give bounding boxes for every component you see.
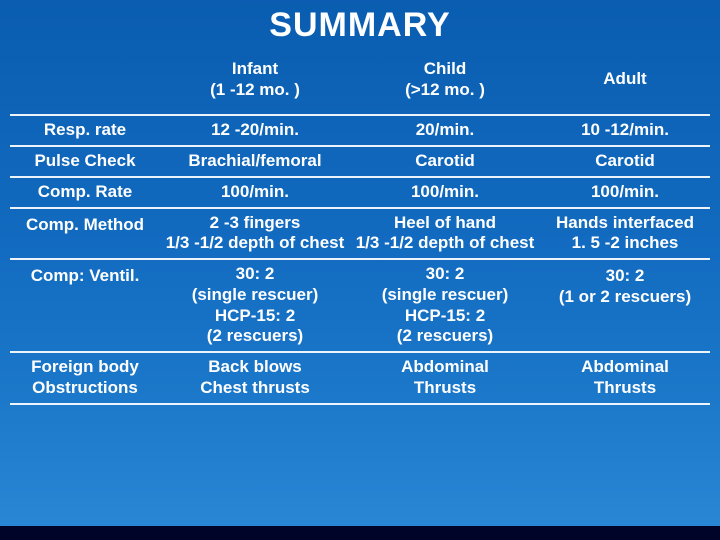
row-comp-rate: Comp. Rate 100/min. 100/min. 100/min.: [10, 177, 710, 208]
cell-cventil-adult: 30: 2 (1 or 2 rescuers): [540, 259, 710, 352]
cell-crate-adult: 100/min.: [540, 177, 710, 208]
cmethod-child-l2: 1/3 -1/2 depth of chest: [354, 233, 536, 254]
cmethod-infant-l2: 1/3 -1/2 depth of chest: [164, 233, 346, 254]
table-header-row: Infant (1 -12 mo. ) Child (>12 mo. ) Adu…: [10, 53, 710, 115]
cell-crate-child: 100/min.: [350, 177, 540, 208]
fbo-adult-l2: Thrusts: [544, 378, 706, 399]
cventil-infant-l2: (single rescuer): [164, 285, 346, 306]
header-child-l1: Child: [354, 59, 536, 80]
cventil-adult-l1: 30: 2: [544, 266, 706, 287]
cell-cmethod-adult: Hands interfaced 1. 5 -2 inches: [540, 208, 710, 259]
row-label-fbo: Foreign body Obstructions: [10, 352, 160, 403]
cell-resp-adult: 10 -12/min.: [540, 115, 710, 146]
bottom-bar: [0, 526, 720, 540]
row-label-cventil: Comp: Ventil.: [10, 259, 160, 352]
cventil-child-l4: (2 rescuers): [354, 326, 536, 347]
cventil-infant-l1: 30: 2: [164, 264, 346, 285]
header-child: Child (>12 mo. ): [350, 53, 540, 115]
cell-cventil-infant: 30: 2 (single rescuer) HCP-15: 2 (2 resc…: [160, 259, 350, 352]
header-infant-l2: (1 -12 mo. ): [164, 80, 346, 101]
fbo-label-l1: Foreign body: [14, 357, 156, 378]
cell-crate-infant: 100/min.: [160, 177, 350, 208]
cventil-adult-l2: (1 or 2 rescuers): [544, 287, 706, 308]
cventil-infant-l3: HCP-15: 2: [164, 306, 346, 327]
cell-cmethod-child: Heel of hand 1/3 -1/2 depth of chest: [350, 208, 540, 259]
row-label-crate: Comp. Rate: [10, 177, 160, 208]
cell-pulse-infant: Brachial/femoral: [160, 146, 350, 177]
cell-pulse-adult: Carotid: [540, 146, 710, 177]
row-pulse-check: Pulse Check Brachial/femoral Carotid Car…: [10, 146, 710, 177]
row-resp-rate: Resp. rate 12 -20/min. 20/min. 10 -12/mi…: [10, 115, 710, 146]
row-comp-method: Comp. Method 2 -3 fingers 1/3 -1/2 depth…: [10, 208, 710, 259]
cell-fbo-adult: Abdominal Thrusts: [540, 352, 710, 403]
cmethod-infant-l1: 2 -3 fingers: [164, 213, 346, 234]
cell-pulse-child: Carotid: [350, 146, 540, 177]
fbo-label-l2: Obstructions: [14, 378, 156, 399]
summary-table: Infant (1 -12 mo. ) Child (>12 mo. ) Adu…: [10, 53, 710, 405]
cventil-child-l1: 30: 2: [354, 264, 536, 285]
row-comp-ventil: Comp: Ventil. 30: 2 (single rescuer) HCP…: [10, 259, 710, 352]
fbo-infant-l2: Chest thrusts: [164, 378, 346, 399]
cventil-child-l3: HCP-15: 2: [354, 306, 536, 327]
cmethod-adult-l2: 1. 5 -2 inches: [544, 233, 706, 254]
cell-cmethod-infant: 2 -3 fingers 1/3 -1/2 depth of chest: [160, 208, 350, 259]
cell-cventil-child: 30: 2 (single rescuer) HCP-15: 2 (2 resc…: [350, 259, 540, 352]
row-foreign-body: Foreign body Obstructions Back blows Che…: [10, 352, 710, 403]
slide-title: SUMMARY: [0, 0, 720, 53]
header-infant: Infant (1 -12 mo. ): [160, 53, 350, 115]
fbo-child-l2: Thrusts: [354, 378, 536, 399]
cventil-child-l2: (single rescuer): [354, 285, 536, 306]
fbo-child-l1: Abdominal: [354, 357, 536, 378]
header-infant-l1: Infant: [164, 59, 346, 80]
cventil-infant-l4: (2 rescuers): [164, 326, 346, 347]
cell-resp-child: 20/min.: [350, 115, 540, 146]
header-adult: Adult: [540, 53, 710, 115]
fbo-infant-l1: Back blows: [164, 357, 346, 378]
cmethod-adult-l1: Hands interfaced: [544, 213, 706, 234]
cell-fbo-child: Abdominal Thrusts: [350, 352, 540, 403]
header-blank: [10, 53, 160, 115]
row-label-cmethod: Comp. Method: [10, 208, 160, 259]
fbo-adult-l1: Abdominal: [544, 357, 706, 378]
row-label-resp: Resp. rate: [10, 115, 160, 146]
cell-fbo-infant: Back blows Chest thrusts: [160, 352, 350, 403]
cell-resp-infant: 12 -20/min.: [160, 115, 350, 146]
cmethod-child-l1: Heel of hand: [354, 213, 536, 234]
header-child-l2: (>12 mo. ): [354, 80, 536, 101]
row-label-pulse: Pulse Check: [10, 146, 160, 177]
